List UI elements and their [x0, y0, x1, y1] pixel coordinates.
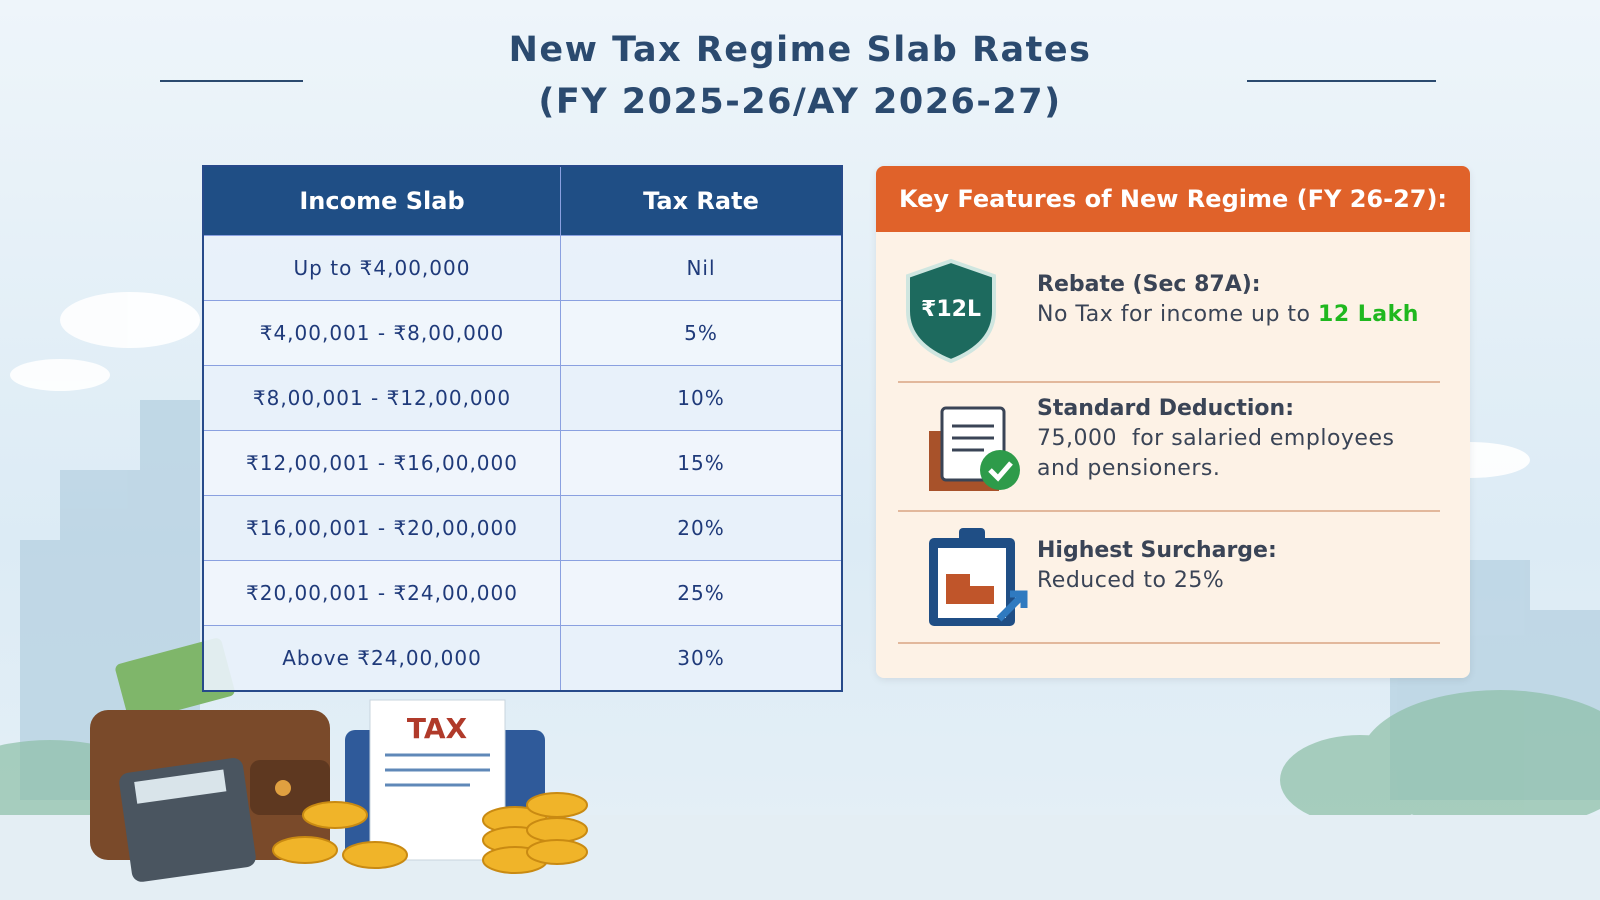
feature-text: 75,000 for salaried employees and pensio…	[1037, 426, 1402, 481]
feature-text: No Tax for income up to 12 Lakh	[1037, 300, 1419, 330]
feature-text: Reduced to 25%	[1037, 568, 1225, 593]
tax-rate: 30%	[560, 625, 843, 692]
table-row: ₹20,00,001 - ₹24,00,000 25%	[202, 560, 843, 626]
tax-rate: 20%	[560, 495, 843, 561]
tax-rate: 25%	[560, 560, 843, 626]
table-row: ₹4,00,001 - ₹8,00,000 5%	[202, 300, 843, 366]
tax-rate: 15%	[560, 430, 843, 496]
tax-label: TAX	[407, 712, 468, 745]
table-row: ₹8,00,001 - ₹12,00,000 10%	[202, 365, 843, 431]
clipboard-icon	[929, 528, 1028, 626]
table-row: Up to ₹4,00,000 Nil	[202, 235, 843, 301]
feature-heading: Rebate (Sec 87A):	[1037, 272, 1261, 297]
document-icon	[929, 406, 1020, 491]
divider	[898, 642, 1440, 644]
income-slab: ₹4,00,001 - ₹8,00,000	[202, 300, 561, 366]
title-line: New Tax Regime Slab Rates	[508, 30, 1092, 70]
income-slab: ₹20,00,001 - ₹24,00,000	[202, 560, 561, 626]
shield-label: ₹12L	[921, 297, 981, 322]
panel-title: Key Features of New Regime (FY 26-27):	[876, 166, 1470, 232]
feature-heading: Highest Surcharge:	[1037, 538, 1277, 563]
shield-icon: ₹12L	[906, 258, 996, 364]
tax-rate: 10%	[560, 365, 843, 431]
divider	[898, 381, 1440, 383]
title-line: (FY 2025-26/AY 2026-27)	[538, 82, 1062, 122]
divider	[898, 510, 1440, 512]
column-header: Income Slab	[202, 165, 561, 236]
table-row: Above ₹24,00,000 30%	[202, 625, 843, 692]
column-header: Tax Rate	[560, 165, 843, 236]
table-row: ₹12,00,001 - ₹16,00,000 15%	[202, 430, 843, 496]
feature-text: No Tax for income up to	[1037, 302, 1311, 327]
table-header: Income Slab Tax Rate	[202, 165, 843, 236]
table-row: ₹16,00,001 - ₹20,00,000 20%	[202, 495, 843, 561]
tax-rate: 5%	[560, 300, 843, 366]
income-slab: Above ₹24,00,000	[202, 625, 561, 692]
income-slab: ₹16,00,001 - ₹20,00,000	[202, 495, 561, 561]
tax-rate: Nil	[560, 235, 843, 301]
income-slab: Up to ₹4,00,000	[202, 235, 561, 301]
income-slab: ₹8,00,001 - ₹12,00,000	[202, 365, 561, 431]
income-slab: ₹12,00,001 - ₹16,00,000	[202, 430, 561, 496]
features-panel: Key Features of New Regime (FY 26-27): ₹…	[876, 166, 1470, 678]
slab-table: Income Slab Tax Rate Up to ₹4,00,000 Nil ₹…	[202, 165, 843, 692]
feature-highlight: 12 Lakh	[1318, 302, 1419, 327]
feature-heading: Standard Deduction:	[1037, 396, 1294, 421]
